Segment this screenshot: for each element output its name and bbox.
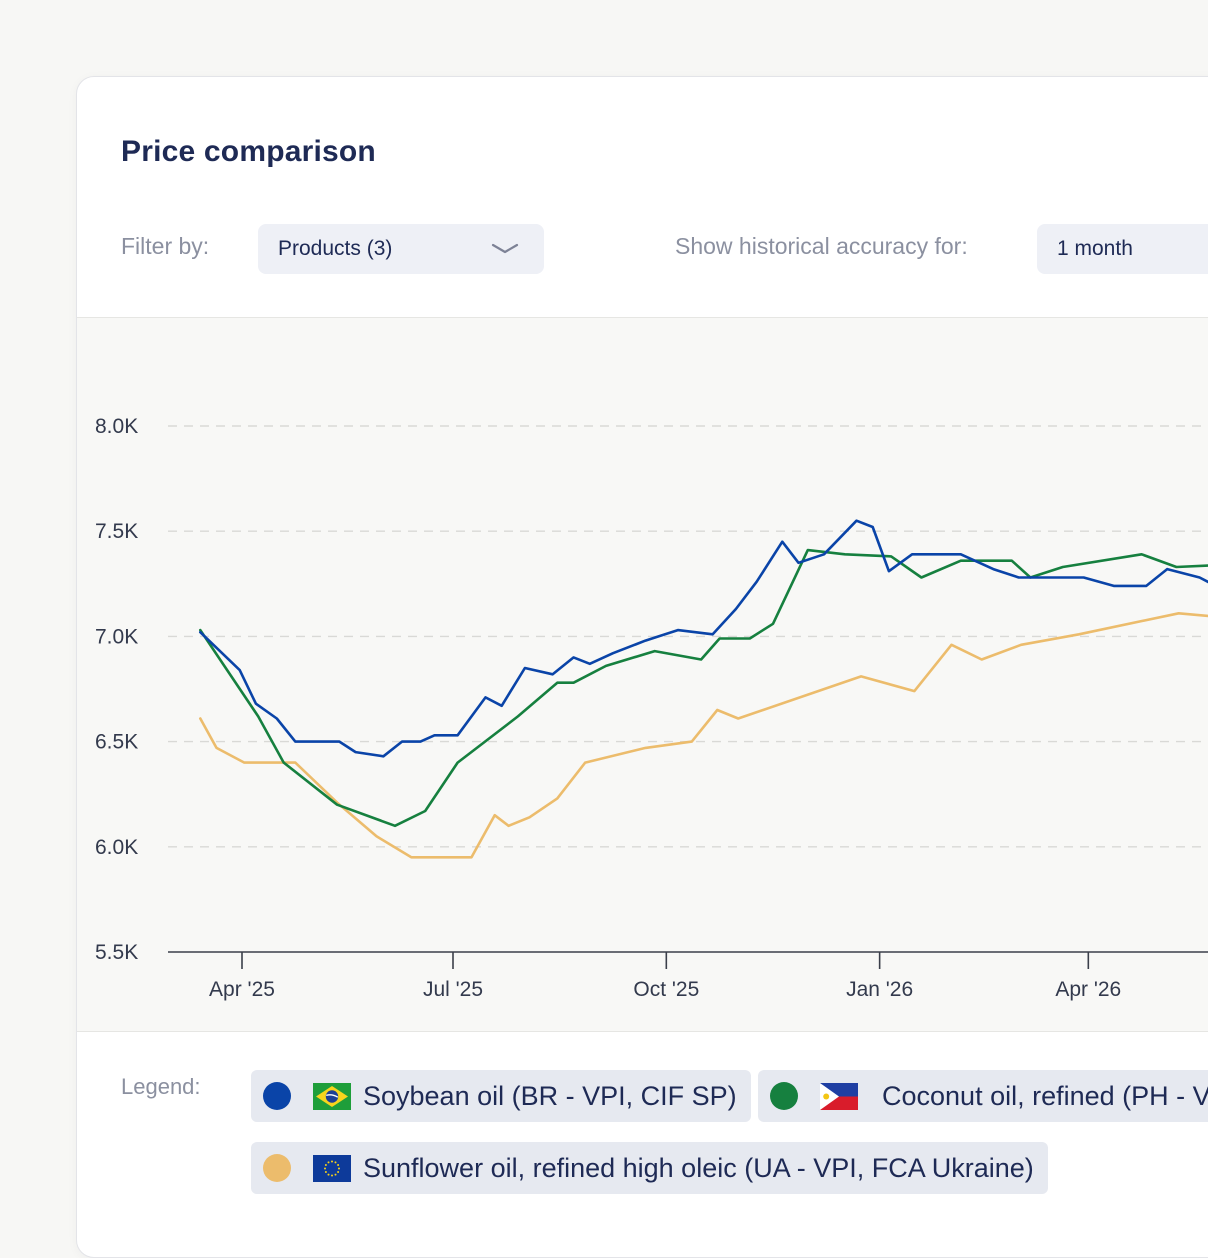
y-tick-label: 6.0K (95, 836, 138, 859)
y-tick-label: 7.0K (95, 625, 138, 648)
y-tick-label: 6.5K (95, 731, 138, 754)
x-tick-label: Oct '25 (633, 978, 699, 1001)
eu-flag-icon (313, 1154, 351, 1182)
x-tick-label: Jan '26 (846, 978, 913, 1001)
legend-item-coconut-oil[interactable]: Coconut oil, refined (PH - V (758, 1070, 1208, 1122)
series-color-dot (263, 1154, 291, 1182)
x-tick-label: Jul '25 (423, 978, 483, 1001)
series-color-dot (770, 1082, 798, 1110)
chart-area: 8.0K 7.5K 7.0K 6.5K 6.0K 5.5K Apr '25 Jul '25 Oc… (77, 317, 1208, 1032)
brazil-flag-icon (313, 1082, 351, 1110)
legend-item-label: Coconut oil, refined (PH - V (882, 1080, 1208, 1111)
legend-item-label: Soybean oil (BR - VPI, CIF SP) (363, 1080, 737, 1111)
page-title: Price comparison (121, 135, 376, 168)
filter-label: Filter by: (121, 233, 210, 259)
y-tick-label: 7.5K (95, 520, 138, 543)
series-color-dot (263, 1082, 291, 1110)
price-comparison-card: Price comparison Filter by: Products (3)… (76, 76, 1208, 1258)
price-line-chart: 8.0K 7.5K 7.0K 6.5K 6.0K 5.5K Apr '25 Jul '25 Oc… (95, 415, 1208, 1001)
legend-label: Legend: (121, 1074, 201, 1099)
x-tick-label: Apr '25 (209, 978, 275, 1001)
x-tick-label: Apr '26 (1055, 978, 1121, 1001)
products-select[interactable]: Products (3) (258, 224, 544, 274)
legend-item-soybean-oil[interactable]: Soybean oil (BR - VPI, CIF SP) (251, 1070, 751, 1122)
legend-item-sunflower-oil[interactable]: Sunflower oil, refined high oleic (UA - … (251, 1142, 1048, 1194)
historical-accuracy-value: 1 month (1057, 237, 1133, 260)
legend-item-label: Sunflower oil, refined high oleic (UA - … (363, 1152, 1034, 1183)
historical-accuracy-select[interactable]: 1 month (1037, 224, 1208, 274)
series-line-soybean-oil[interactable] (199, 519, 1208, 758)
philippines-flag-icon (820, 1082, 858, 1110)
products-select-value: Products (3) (278, 237, 393, 260)
chevron-down-icon (491, 243, 519, 254)
y-tick-label: 5.5K (95, 941, 138, 964)
historical-accuracy-label: Show historical accuracy for: (675, 233, 968, 259)
series-line-sunflower-oil[interactable] (199, 611, 1208, 859)
y-tick-label: 8.0K (95, 415, 138, 438)
series-line-coconut-oil[interactable] (199, 548, 1208, 828)
